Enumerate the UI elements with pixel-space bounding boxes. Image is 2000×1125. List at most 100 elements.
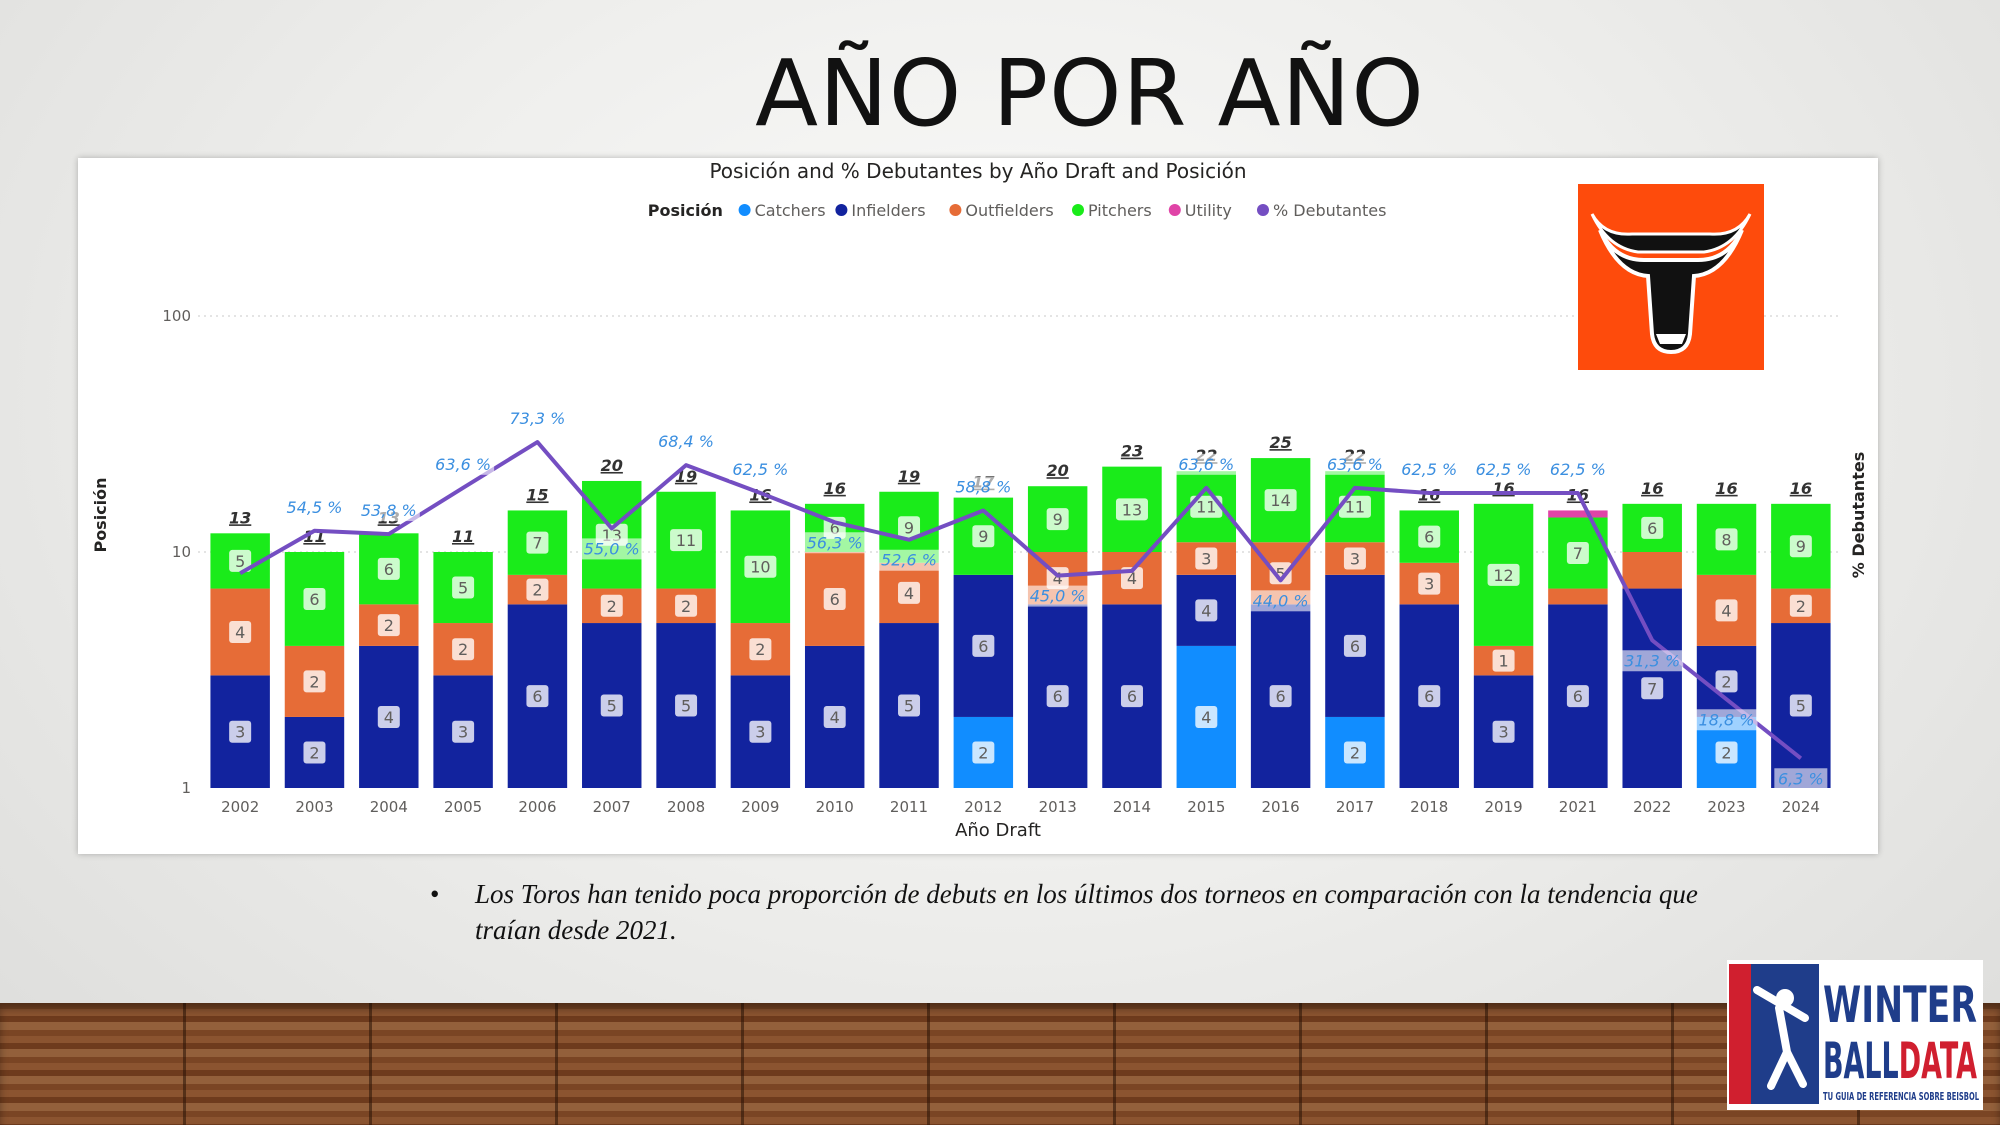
- data-label-box: [1418, 525, 1441, 548]
- pct-label-box: [952, 476, 1015, 498]
- data-label: 3: [1498, 723, 1508, 742]
- data-label: 2: [458, 640, 468, 659]
- data-label-box: [526, 685, 549, 708]
- total-label: 19: [898, 467, 920, 486]
- x-tick-label: 2010: [816, 798, 854, 816]
- pct-label: 55,0 %: [584, 539, 640, 558]
- x-tick-label: 2005: [444, 798, 482, 816]
- total-label: 15: [526, 485, 548, 504]
- data-label: 7: [532, 534, 542, 553]
- pct-label-box: [1026, 585, 1089, 607]
- pct-label-box: [1398, 459, 1461, 480]
- debutantes-line-path: [239, 440, 1803, 760]
- data-label: 5: [1276, 564, 1286, 583]
- y-tick-label: 10: [172, 543, 191, 561]
- bar-segment: [1622, 552, 1682, 589]
- data-label-box: [377, 614, 400, 637]
- total-label: 13: [229, 508, 251, 527]
- wooden-floor: [0, 1003, 2000, 1125]
- data-label-box: [452, 720, 475, 743]
- data-label-box: [1418, 572, 1441, 595]
- toros-team-logo: T: [1578, 184, 1764, 370]
- legend-marker: [1168, 204, 1181, 216]
- x-tick-label: 2019: [1484, 798, 1522, 816]
- data-label: 6: [384, 560, 394, 579]
- y-tick-label: 1: [181, 779, 191, 797]
- data-label: 5: [458, 579, 468, 598]
- data-label: 6: [1647, 519, 1657, 538]
- pct-label: 53,8 %: [361, 501, 417, 520]
- data-label-box: [823, 705, 846, 728]
- data-label: 3: [755, 723, 765, 742]
- pct-label: 31,3 %: [1624, 651, 1680, 670]
- pct-label: 62,5 %: [1550, 460, 1606, 479]
- data-label: 8: [1721, 530, 1731, 549]
- pct-label: 56,3 %: [807, 533, 863, 552]
- pct-label: 58,8 %: [955, 477, 1011, 496]
- debutantes-line: 54,5 % 53,8 % 63,6 % 73,3 % 55,0 % 68,4 % 62,5…: [239, 408, 1828, 790]
- bar-segment: [1548, 510, 1608, 518]
- legend-marker: [1257, 204, 1269, 216]
- data-label-box: [1046, 508, 1069, 531]
- data-label-box: [1264, 489, 1297, 512]
- data-label-box: [1715, 599, 1738, 622]
- x-tick-label: 2012: [964, 798, 1002, 816]
- data-label: 5: [681, 697, 691, 716]
- data-label: 2: [755, 640, 765, 659]
- pct-label-box: [580, 538, 643, 560]
- pct-label-box: [1621, 650, 1684, 672]
- data-label: 2: [384, 616, 394, 635]
- data-label-box: [1566, 542, 1589, 565]
- legend-item: Infielders: [851, 201, 925, 220]
- x-tick-label: 2014: [1113, 798, 1151, 816]
- data-label-box: [1195, 705, 1218, 728]
- data-label-box: [303, 741, 326, 764]
- data-label: 4: [904, 584, 914, 603]
- data-label: 11: [676, 531, 696, 550]
- winterball-line1: WINTER: [1823, 976, 1977, 1034]
- data-label-box: [303, 587, 326, 610]
- data-label-box: [1269, 562, 1292, 585]
- winterballdata-logo: WINTER BALLDATA TU GUIA DE REFERENCIA SO…: [1727, 960, 1983, 1110]
- pct-label-box: [283, 496, 346, 518]
- pct-label: 54,5 %: [287, 498, 343, 517]
- data-label: 9: [904, 518, 914, 537]
- data-label-box: [675, 594, 698, 617]
- data-label-box: [749, 720, 772, 743]
- data-label-box: [1715, 670, 1738, 693]
- data-label: 2: [681, 597, 691, 616]
- data-label: 6: [1053, 687, 1063, 706]
- legend-marker: [1072, 204, 1084, 216]
- pct-label-box: [803, 532, 866, 554]
- data-label-box: [1487, 563, 1520, 586]
- x-tick-label: 2017: [1336, 798, 1374, 816]
- chart-title: Posición and % Debutantes by Año Draft a…: [709, 159, 1246, 183]
- data-label: 4: [1201, 601, 1211, 620]
- data-label: 2: [309, 672, 319, 691]
- data-label-box: [1715, 528, 1738, 551]
- data-label: 6: [309, 590, 319, 609]
- data-label-box: [1343, 634, 1366, 657]
- data-label-box: [229, 620, 252, 643]
- bullet-text: Los Toros han tenido poca proporción de …: [475, 879, 1698, 945]
- pct-label: 73,3 %: [509, 409, 565, 428]
- x-tick-label: 2016: [1262, 798, 1300, 816]
- data-label-box: [744, 555, 777, 578]
- data-label-box: [229, 549, 252, 572]
- data-label-box: [1343, 741, 1366, 764]
- data-label: 2: [607, 597, 617, 616]
- data-label: 2: [532, 581, 542, 600]
- data-label-box: [1195, 547, 1218, 570]
- data-label: 11: [1196, 498, 1216, 517]
- pct-label-box: [1774, 768, 1828, 790]
- pct-label-box: [1323, 453, 1386, 475]
- data-label: 10: [750, 558, 770, 577]
- pct-label-box: [1695, 709, 1758, 731]
- legend-marker: [949, 204, 962, 216]
- data-label: 4: [1053, 569, 1063, 588]
- data-label-box: [898, 516, 921, 539]
- pct-label-box: [1175, 453, 1238, 475]
- data-label-box: [229, 720, 252, 743]
- data-label: 5: [904, 697, 914, 716]
- data-label-box: [1566, 685, 1589, 708]
